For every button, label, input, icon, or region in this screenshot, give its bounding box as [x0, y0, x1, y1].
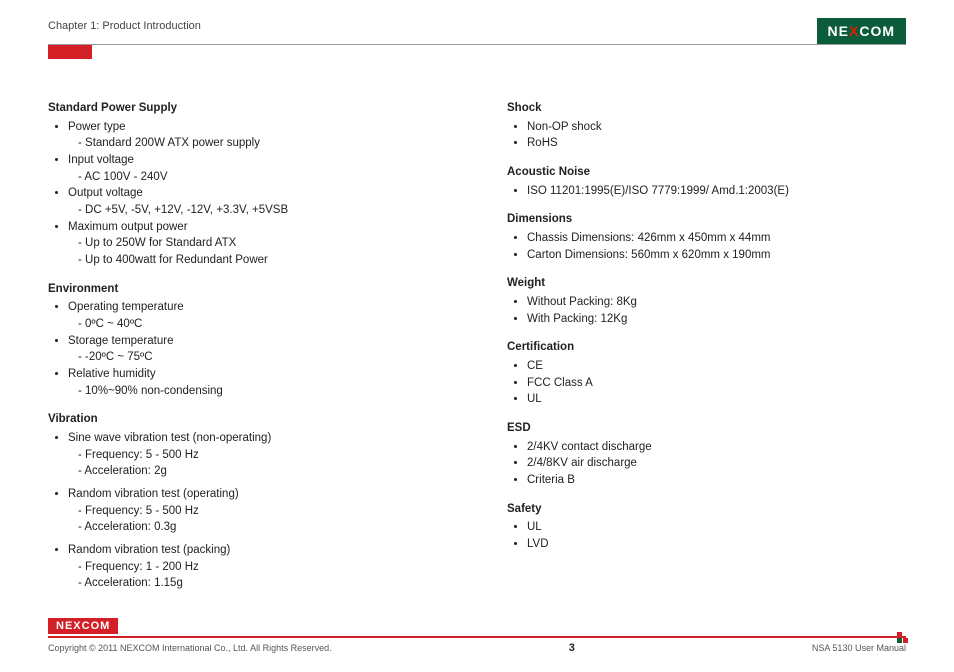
section-title: Standard Power Supply — [48, 100, 447, 117]
list-item: Output voltage - DC +5V, -5V, +12V, -12V… — [68, 185, 447, 218]
list-item: Without Packing: 8Kg — [527, 294, 906, 311]
list-item: Relative humidity - 10%~90% non-condensi… — [68, 366, 447, 399]
list-item: Operating temperature - 0ºC ~ 40ºC — [68, 299, 447, 332]
section-title: ESD — [507, 420, 906, 437]
spec-list: Operating temperature - 0ºC ~ 40ºC Stora… — [48, 299, 447, 399]
list-item: ISO 11201:1995(E)/ISO 7779:1999/ Amd.1:2… — [527, 183, 906, 200]
item-text: Random vibration test (operating) — [68, 488, 239, 500]
sub-item: - Acceleration: 1.15g — [68, 575, 447, 592]
list-item: Carton Dimensions: 560mm x 620mm x 190mm — [527, 247, 906, 264]
sub-item: - Acceleration: 2g — [68, 463, 447, 480]
sub-item: - -20ºC ~ 75ºC — [68, 349, 447, 366]
sub-item: - Standard 200W ATX power supply — [68, 135, 447, 152]
logo-pre: NE — [828, 23, 849, 39]
spec-list: Without Packing: 8Kg With Packing: 12Kg — [507, 294, 906, 327]
logo-pre: NE — [56, 620, 73, 632]
section-title: Certification — [507, 339, 906, 356]
list-item: 2/4KV contact discharge — [527, 439, 906, 456]
spec-list: Chassis Dimensions: 426mm x 450mm x 44mm… — [507, 230, 906, 263]
list-item: 2/4/8KV air discharge — [527, 455, 906, 472]
list-item: Chassis Dimensions: 426mm x 450mm x 44mm — [527, 230, 906, 247]
list-item: CE — [527, 358, 906, 375]
page-header: Chapter 1: Product Introduction NEXCOM — [48, 18, 906, 50]
spec-list: ISO 11201:1995(E)/ISO 7779:1999/ Amd.1:2… — [507, 183, 906, 200]
logo-bottom: NEXCOM — [48, 618, 118, 634]
sub-item: - Frequency: 1 - 200 Hz — [68, 559, 447, 576]
list-item: Criteria B — [527, 472, 906, 489]
item-text: Operating temperature — [68, 301, 184, 313]
list-item: Storage temperature - -20ºC ~ 75ºC — [68, 333, 447, 366]
list-item: Random vibration test (operating) - Freq… — [68, 486, 447, 536]
logo-post: COM — [859, 23, 895, 39]
section-title: Environment — [48, 281, 447, 298]
spec-list: UL LVD — [507, 519, 906, 552]
sub-item: - Frequency: 5 - 500 Hz — [68, 503, 447, 520]
item-text: Storage temperature — [68, 335, 173, 347]
sub-item: - 0ºC ~ 40ºC — [68, 316, 447, 333]
section-title: Weight — [507, 275, 906, 292]
list-item: UL — [527, 391, 906, 408]
page-footer: NEXCOM Copyright © 2011 NEXCOM Internati… — [48, 616, 906, 654]
footer-row: Copyright © 2011 NEXCOM International Co… — [48, 642, 906, 654]
item-text: Random vibration test (packing) — [68, 544, 230, 556]
header-rule — [48, 44, 906, 45]
spec-list: Sine wave vibration test (non-operating)… — [48, 430, 447, 592]
list-item: RoHS — [527, 135, 906, 152]
item-text: Input voltage — [68, 154, 134, 166]
spec-list: CE FCC Class A UL — [507, 358, 906, 408]
section-title: Safety — [507, 501, 906, 518]
doc-title: NSA 5130 User Manual — [812, 643, 906, 653]
section-title: Acoustic Noise — [507, 164, 906, 181]
sub-item: - Frequency: 5 - 500 Hz — [68, 447, 447, 464]
list-item: UL — [527, 519, 906, 536]
chapter-title: Chapter 1: Product Introduction — [48, 18, 201, 32]
list-item: FCC Class A — [527, 375, 906, 392]
footer-dots-icon — [897, 632, 908, 643]
sub-item: - AC 100V - 240V — [68, 169, 447, 186]
sub-item: - Up to 250W for Standard ATX — [68, 235, 447, 252]
list-item: With Packing: 12Kg — [527, 311, 906, 328]
red-tab — [48, 45, 92, 59]
spec-list: Power type - Standard 200W ATX power sup… — [48, 119, 447, 269]
left-column: Standard Power Supply Power type - Stand… — [48, 100, 447, 594]
logo-post: COM — [82, 620, 111, 632]
item-text: Maximum output power — [68, 221, 188, 233]
spec-list: 2/4KV contact discharge 2/4/8KV air disc… — [507, 439, 906, 489]
item-text: Output voltage — [68, 187, 143, 199]
list-item: Maximum output power - Up to 250W for St… — [68, 219, 447, 269]
list-item: Sine wave vibration test (non-operating)… — [68, 430, 447, 480]
content-columns: Standard Power Supply Power type - Stand… — [48, 100, 906, 594]
page-number: 3 — [569, 642, 575, 654]
sub-item: - DC +5V, -5V, +12V, -12V, +3.3V, +5VSB — [68, 202, 447, 219]
sub-item: - Acceleration: 0.3g — [68, 519, 447, 536]
copyright-text: Copyright © 2011 NEXCOM International Co… — [48, 643, 332, 653]
list-item: Input voltage - AC 100V - 240V — [68, 152, 447, 185]
footer-rule — [48, 636, 906, 638]
logo-x: X — [73, 620, 81, 632]
logo-top: NEXCOM — [817, 18, 906, 44]
section-title: Shock — [507, 100, 906, 117]
item-text: Sine wave vibration test (non-operating) — [68, 432, 271, 444]
item-text: Power type — [68, 121, 126, 133]
sub-item: - Up to 400watt for Redundant Power — [68, 252, 447, 269]
sub-item: - 10%~90% non-condensing — [68, 383, 447, 400]
section-title: Vibration — [48, 411, 447, 428]
list-item: Non-OP shock — [527, 119, 906, 136]
item-text: Relative humidity — [68, 368, 156, 380]
list-item: Power type - Standard 200W ATX power sup… — [68, 119, 447, 152]
list-item: LVD — [527, 536, 906, 553]
spec-list: Non-OP shock RoHS — [507, 119, 906, 152]
section-title: Dimensions — [507, 211, 906, 228]
logo-x: X — [849, 23, 859, 39]
list-item: Random vibration test (packing) - Freque… — [68, 542, 447, 592]
right-column: Shock Non-OP shock RoHS Acoustic Noise I… — [507, 100, 906, 594]
